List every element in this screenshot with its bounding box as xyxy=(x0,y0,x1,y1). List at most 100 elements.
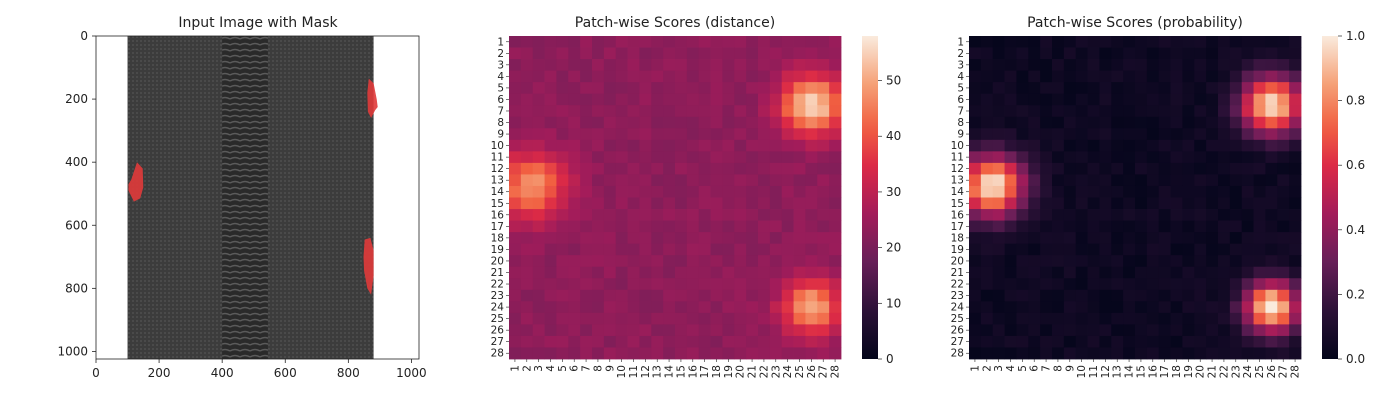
probability-cell-r22-c3 xyxy=(992,278,1005,291)
probability-cell-r3-c22 xyxy=(1218,59,1231,72)
probability-row-label-26: 26 xyxy=(951,325,965,337)
probability-cell-r5-c2 xyxy=(980,82,994,95)
probability-cell-r8-c18 xyxy=(1170,116,1183,129)
distance-cell-r7-c14 xyxy=(663,105,676,118)
distance-col-label-7: 7 xyxy=(581,365,593,372)
distance-cell-r23-c21 xyxy=(746,289,759,302)
probability-cell-r13-c13 xyxy=(1111,174,1124,187)
probability-cell-r22-c14 xyxy=(1123,278,1136,291)
distance-cell-r9-c13 xyxy=(651,128,664,141)
distance-cell-r6-c28 xyxy=(829,93,842,106)
distance-cell-r15-c12 xyxy=(639,197,652,210)
distance-cell-r25-c1 xyxy=(509,312,522,325)
probability-cell-r7-c12 xyxy=(1099,105,1112,118)
distance-cell-r8-c2 xyxy=(520,116,534,129)
distance-cell-r2-c20 xyxy=(734,47,747,60)
probability-cell-r12-c11 xyxy=(1087,162,1100,175)
distance-cell-r6-c19 xyxy=(722,93,735,106)
mask-region-2 xyxy=(128,162,144,202)
distance-cell-r2-c13 xyxy=(651,47,664,60)
distance-row-label-6: 6 xyxy=(497,94,504,106)
distance-cell-r26-c25 xyxy=(793,324,806,337)
distance-cell-r27-c25 xyxy=(793,335,806,348)
distance-cell-r7-c18 xyxy=(710,105,723,118)
probability-cell-r26-c8 xyxy=(1052,324,1065,337)
probability-cell-r23-c1 xyxy=(969,289,982,302)
distance-cell-r11-c13 xyxy=(651,151,664,164)
probability-col-label-6: 6 xyxy=(1029,365,1041,372)
probability-cell-r14-c28 xyxy=(1289,185,1302,198)
distance-cell-r2-c4 xyxy=(544,47,557,60)
distance-cell-r10-c3 xyxy=(532,139,545,152)
distance-cell-r28-c28 xyxy=(829,347,842,360)
probability-cell-r15-c26 xyxy=(1265,197,1278,210)
distance-cell-r5-c25 xyxy=(793,82,806,95)
probability-cell-r26-c2 xyxy=(980,324,994,337)
distance-cell-r17-c12 xyxy=(639,220,652,233)
probability-cell-r13-c2 xyxy=(980,174,994,187)
distance-cell-r19-c10 xyxy=(615,243,628,256)
probability-cell-r7-c21 xyxy=(1206,105,1219,118)
distance-cell-r21-c25 xyxy=(793,266,806,279)
distance-cell-r14-c11 xyxy=(627,185,640,198)
distance-cell-r23-c1 xyxy=(509,289,522,302)
probability-cell-r18-c8 xyxy=(1052,232,1065,245)
probability-cell-r3-c10 xyxy=(1075,59,1088,72)
distance-cell-r5-c15 xyxy=(675,82,688,95)
distance-cell-r4-c25 xyxy=(793,70,806,83)
probability-cell-r15-c16 xyxy=(1146,197,1160,210)
probability-cell-r12-c10 xyxy=(1075,162,1088,175)
distance-col-label-4: 4 xyxy=(545,365,557,372)
distance-cell-r7-c27 xyxy=(817,105,830,118)
probability-cell-r9-c6 xyxy=(1028,128,1041,141)
distance-cell-r12-c11 xyxy=(627,162,640,175)
distance-cell-r8-c20 xyxy=(734,116,747,129)
distance-cell-r13-c17 xyxy=(698,174,711,187)
distance-cell-r28-c18 xyxy=(710,347,723,360)
probability-cell-r27-c14 xyxy=(1123,335,1136,348)
distance-cell-r7-c12 xyxy=(639,105,652,118)
probability-cell-r2-c13 xyxy=(1111,47,1124,60)
probability-cell-r26-c22 xyxy=(1218,324,1231,337)
distance-cell-r17-c25 xyxy=(793,220,806,233)
probability-cell-r2-c8 xyxy=(1052,47,1065,60)
probability-cell-r27-c7 xyxy=(1040,335,1053,348)
distance-cell-r10-c20 xyxy=(734,139,747,152)
distance-cell-r17-c23 xyxy=(769,220,783,233)
probability-cell-r14-c1 xyxy=(969,185,982,198)
probability-cell-r27-c11 xyxy=(1087,335,1100,348)
probability-cell-r27-c27 xyxy=(1277,335,1290,348)
probability-colorbar-label-0.8: 0.8 xyxy=(1346,94,1365,108)
probability-cell-r25-c6 xyxy=(1028,312,1041,325)
probability-cell-r7-c8 xyxy=(1052,105,1065,118)
probability-cell-r26-c7 xyxy=(1040,324,1053,337)
distance-cell-r14-c17 xyxy=(698,185,711,198)
distance-cell-r27-c13 xyxy=(651,335,664,348)
probability-cell-r1-c9 xyxy=(1063,36,1077,48)
probability-row-label-9: 9 xyxy=(957,129,964,141)
distance-cell-r1-c7 xyxy=(580,36,593,48)
distance-cell-r4-c20 xyxy=(734,70,747,83)
probability-cell-r21-c19 xyxy=(1182,266,1195,279)
distance-cell-r16-c13 xyxy=(651,209,664,221)
probability-cell-r13-c4 xyxy=(1004,174,1017,187)
probability-cell-r19-c25 xyxy=(1253,243,1266,256)
probability-cell-r13-c9 xyxy=(1063,174,1077,187)
probability-cell-r4-c9 xyxy=(1063,70,1077,83)
distance-cell-r6-c4 xyxy=(544,93,557,106)
distance-cell-r11-c10 xyxy=(615,151,628,164)
probability-cell-r2-c26 xyxy=(1265,47,1278,60)
probability-cell-r25-c13 xyxy=(1111,312,1124,325)
probability-cell-r22-c2 xyxy=(980,278,994,291)
distance-cell-r13-c9 xyxy=(603,174,617,187)
probability-cell-r23-c24 xyxy=(1241,289,1254,302)
distance-cell-r13-c23 xyxy=(769,174,783,187)
probability-cell-r4-c11 xyxy=(1087,70,1100,83)
distance-cell-r25-c7 xyxy=(580,312,593,325)
probability-cell-r22-c21 xyxy=(1206,278,1219,291)
distance-cell-r14-c9 xyxy=(603,185,617,198)
distance-cell-r6-c11 xyxy=(627,93,640,106)
probability-cell-r1-c2 xyxy=(980,36,994,48)
probability-cell-r12-c4 xyxy=(1004,162,1017,175)
distance-cell-r3-c2 xyxy=(520,59,534,72)
